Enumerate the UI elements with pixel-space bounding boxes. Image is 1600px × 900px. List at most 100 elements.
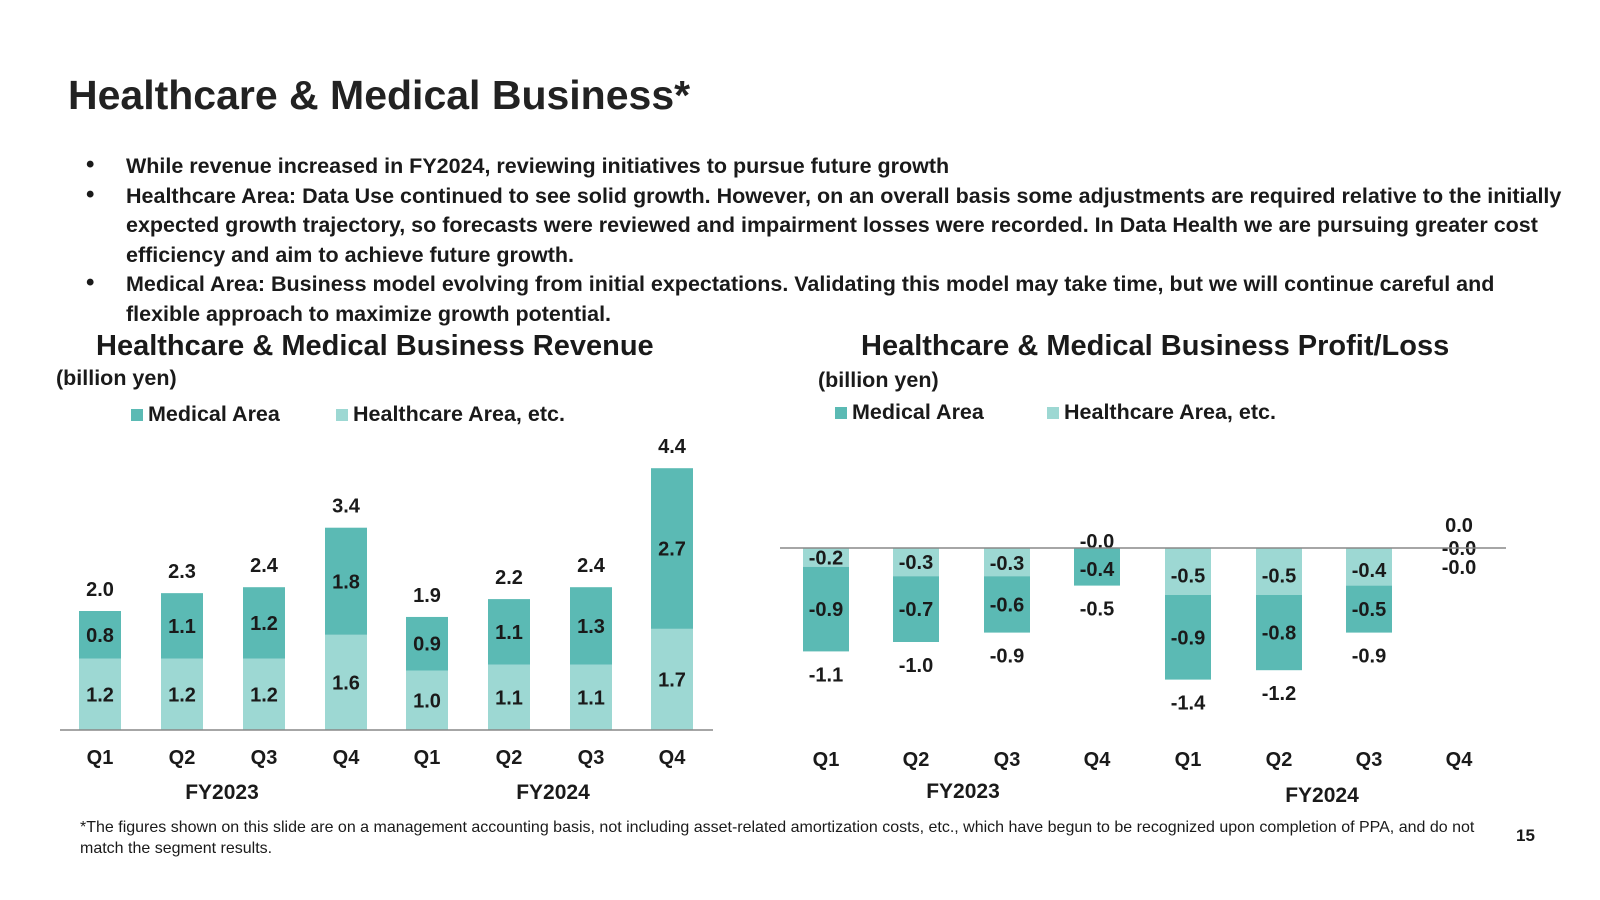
profit-label-healthcare: -0.5 (1171, 566, 1205, 588)
revenue-x-tick-label: Q4 (333, 747, 361, 769)
profit-group-label: FY2024 (1285, 784, 1359, 807)
bullet-item: Medical Area: Business model evolving fr… (86, 268, 1566, 329)
revenue-total-label: 2.4 (577, 555, 606, 577)
legend-swatch-medical (835, 406, 847, 419)
revenue-bar-healthcare (325, 634, 367, 730)
revenue-bar-medical (406, 616, 448, 671)
legend-swatch-healthcare (1047, 406, 1059, 419)
revenue-bar-medical (325, 527, 367, 635)
profit-label-healthcare: -0.4 (1352, 560, 1387, 582)
revenue-bar-healthcare (79, 658, 121, 730)
revenue-legend-medical: Medical Area (131, 402, 280, 427)
profit-x-tick-label: Q2 (903, 749, 930, 771)
revenue-label-healthcare: 1.6 (332, 672, 360, 694)
profit-label-healthcare: -0.0 (1442, 538, 1476, 560)
revenue-total-label: 2.4 (250, 555, 279, 577)
revenue-total-label: 2.3 (168, 561, 196, 583)
profit-plot-area: -0.2 -0.9 -1.1 Q1 -0.3 -0.7 -1.0 Q2 -0.3 -0.6 -0.9… (780, 515, 1506, 807)
revenue-bar-medical (161, 593, 203, 659)
profit-legend-healthcare: Healthcare Area, etc. (1047, 400, 1276, 425)
legend-label: Healthcare Area, etc. (353, 402, 565, 426)
revenue-bar-healthcare (161, 658, 203, 730)
revenue-bar-healthcare (243, 658, 285, 730)
profit-bar-healthcare (984, 548, 1030, 577)
profit-label-medical: -0.8 (1262, 623, 1296, 645)
bullet-list: While revenue increased in FY2024, revie… (86, 150, 1566, 329)
revenue-total-label: 4.4 (658, 436, 687, 458)
slide-title: Healthcare & Medical Business* (68, 72, 691, 118)
profit-chart-title: Healthcare & Medical Business Profit/Los… (861, 330, 1450, 362)
revenue-group-label: FY2024 (516, 781, 590, 804)
revenue-bar-healthcare (406, 670, 448, 730)
profit-bar-medical (1256, 595, 1302, 671)
profit-label-medical: -0.6 (990, 594, 1024, 616)
revenue-label-medical: 1.8 (332, 571, 360, 593)
revenue-label-medical: 1.3 (577, 616, 605, 638)
legend-swatch-medical (131, 408, 143, 421)
profit-bar-medical (893, 576, 939, 642)
profit-x-tick-label: Q4 (1446, 749, 1474, 771)
revenue-x-tick-label: Q1 (414, 747, 441, 769)
revenue-total-label: 3.4 (332, 496, 361, 518)
revenue-label-medical: 2.7 (658, 539, 686, 561)
profit-label-medical: -0.4 (1080, 559, 1115, 581)
profit-label-medical: -0.5 (1352, 599, 1386, 621)
legend-label: Medical Area (148, 402, 280, 426)
revenue-label-healthcare: 1.7 (658, 669, 686, 691)
revenue-bar-medical (243, 587, 285, 659)
revenue-bar-medical (651, 468, 693, 629)
revenue-group-label: FY2023 (185, 781, 259, 804)
profit-bar-medical (984, 576, 1030, 633)
revenue-x-tick-label: Q1 (87, 747, 114, 769)
profit-x-tick-label: Q3 (1356, 749, 1383, 771)
revenue-label-medical: 0.9 (413, 634, 441, 656)
profit-label-medical: -0.9 (809, 599, 843, 621)
profit-label-medical: -0.0 (1442, 557, 1476, 579)
profit-bar-medical (1074, 548, 1120, 586)
profit-x-tick-label: Q1 (813, 749, 840, 771)
profit-x-tick-label: Q4 (1084, 749, 1112, 771)
bullet-item: While revenue increased in FY2024, revie… (86, 150, 1566, 182)
profit-total-label: 0.0 (1445, 515, 1473, 537)
profit-total-label: -0.5 (1080, 599, 1114, 621)
profit-total-label: -0.9 (990, 646, 1024, 668)
profit-legend-medical: Medical Area (835, 400, 984, 425)
revenue-label-medical: 1.2 (250, 613, 278, 635)
revenue-label-healthcare: 1.2 (86, 684, 114, 706)
revenue-total-label: 2.2 (495, 567, 523, 589)
revenue-label-healthcare: 1.2 (250, 684, 278, 706)
profit-bar-healthcare (893, 548, 939, 577)
profit-bar-healthcare (1346, 548, 1392, 586)
profit-total-label: -1.2 (1262, 683, 1296, 705)
revenue-label-healthcare: 1.1 (577, 687, 605, 709)
revenue-bar-medical (488, 599, 530, 665)
revenue-label-medical: 1.1 (495, 622, 523, 644)
revenue-x-tick-label: Q3 (251, 747, 278, 769)
revenue-chart-unit: (billion yen) (56, 366, 177, 390)
revenue-x-tick-label: Q4 (659, 747, 687, 769)
profit-bar-medical (1346, 585, 1392, 633)
profit-bar-medical (1165, 595, 1211, 680)
profit-label-healthcare: -0.0 (1080, 531, 1114, 553)
revenue-total-label: 1.9 (413, 585, 441, 607)
profit-label-healthcare: -0.2 (809, 547, 843, 569)
legend-label: Medical Area (852, 400, 984, 424)
revenue-bar-healthcare (570, 664, 612, 730)
revenue-label-healthcare: 1.2 (168, 684, 196, 706)
profit-x-tick-label: Q3 (994, 749, 1021, 771)
footnote: *The figures shown on this slide are on … (80, 819, 1475, 857)
revenue-label-healthcare: 1.0 (413, 690, 441, 712)
profit-total-label: -1.0 (899, 655, 933, 677)
profit-total-label: -0.9 (1352, 646, 1386, 668)
revenue-label-healthcare: 1.1 (495, 687, 523, 709)
legend-swatch-healthcare (336, 408, 348, 421)
profit-group-label: FY2023 (926, 780, 1000, 803)
profit-x-tick-label: Q2 (1266, 749, 1293, 771)
profit-label-healthcare: -0.3 (899, 552, 933, 574)
revenue-bar-healthcare (488, 664, 530, 730)
profit-bar-healthcare (1256, 548, 1302, 595)
page-number: 15 (1516, 826, 1535, 845)
profit-x-tick-label: Q1 (1175, 749, 1202, 771)
profit-total-label: -1.4 (1171, 693, 1206, 715)
